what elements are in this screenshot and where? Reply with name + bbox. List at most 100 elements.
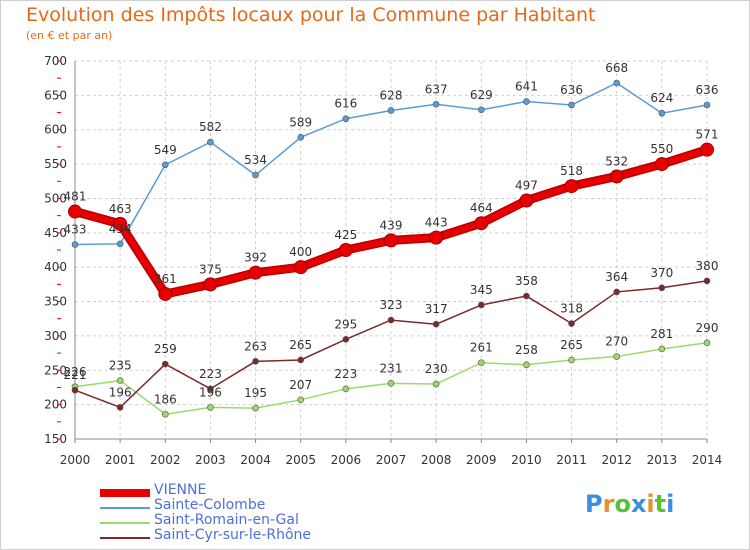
logo-letter: i <box>666 490 675 518</box>
logo-letter: i <box>646 490 655 518</box>
data-label: 433 <box>64 223 87 237</box>
data-label: 230 <box>425 362 448 376</box>
x-tick-label: 2014 <box>692 453 723 467</box>
x-tick-label: 2002 <box>150 453 181 467</box>
data-point <box>71 241 79 248</box>
data-point <box>523 292 530 300</box>
data-label: 464 <box>470 201 493 215</box>
data-point <box>161 360 169 368</box>
x-tick-label: 2011 <box>556 453 587 467</box>
x-tick-label: 2007 <box>376 453 407 467</box>
y-tick-label: 200 <box>44 398 67 412</box>
data-point <box>207 385 214 393</box>
data-label: 532 <box>605 154 628 168</box>
data-label: 624 <box>650 91 673 105</box>
data-point <box>116 377 124 384</box>
data-label: 636 <box>696 83 719 97</box>
data-label: 318 <box>560 302 583 316</box>
data-point <box>252 404 259 412</box>
data-label: 497 <box>515 179 538 193</box>
data-point <box>703 339 711 347</box>
data-label: 186 <box>154 392 177 406</box>
data-label: 616 <box>334 97 357 111</box>
data-label: 196 <box>199 385 222 399</box>
data-label: 534 <box>244 153 267 167</box>
data-point <box>113 216 128 231</box>
data-point <box>342 385 350 393</box>
y-tick-label: 450 <box>44 226 67 240</box>
logo-letter: P <box>585 490 603 518</box>
logo-letter: r <box>602 490 615 518</box>
data-label: 641 <box>515 80 538 94</box>
data-label: 380 <box>696 259 719 273</box>
x-tick-label: 2004 <box>240 453 271 467</box>
x-tick-label: 2008 <box>421 453 452 467</box>
data-point <box>432 320 440 328</box>
data-point <box>207 404 214 411</box>
data-point <box>342 115 350 123</box>
legend-label: Saint-Cyr-sur-le-Rhône <box>154 527 312 543</box>
x-tick-label: 2009 <box>466 453 497 467</box>
x-tick-label: 2012 <box>601 453 632 467</box>
y-tick-label: 700 <box>44 54 67 68</box>
data-point <box>564 179 579 194</box>
data-point <box>384 233 398 248</box>
x-tick-label: 2013 <box>647 453 678 467</box>
data-label: 261 <box>470 341 493 355</box>
data-label: 375 <box>199 262 222 276</box>
data-point <box>613 353 621 360</box>
data-label: 258 <box>515 343 538 357</box>
data-point <box>477 359 485 367</box>
data-label: 223 <box>199 367 222 381</box>
legend-swatch <box>100 537 150 539</box>
data-label: 317 <box>425 302 448 316</box>
proxiti-logo: Proxiti <box>585 490 674 518</box>
data-point <box>703 277 711 285</box>
data-point <box>207 138 214 146</box>
data-point <box>116 404 124 411</box>
data-point <box>116 240 124 248</box>
data-label: 231 <box>380 361 403 375</box>
y-tick-label: 650 <box>44 88 67 102</box>
data-label: 223 <box>334 367 357 381</box>
data-label: 392 <box>244 251 267 265</box>
data-label: 345 <box>470 283 493 297</box>
data-point <box>658 284 666 292</box>
data-point <box>161 410 169 418</box>
legend-swatch <box>100 489 150 497</box>
data-label: 434 <box>109 222 132 236</box>
data-point <box>654 157 669 172</box>
line-chart: 150 200 250 300 350 400 450 500 550 600 650 700 2000… <box>44 54 723 467</box>
data-label: 425 <box>334 228 357 242</box>
data-label: 263 <box>244 339 267 353</box>
data-point <box>703 101 711 109</box>
data-point <box>658 109 666 117</box>
chart-subtitle: (en € et par an) <box>26 29 113 42</box>
data-point <box>342 336 350 343</box>
data-point <box>68 204 82 219</box>
x-tick-label: 2003 <box>195 453 226 467</box>
data-point <box>297 133 305 141</box>
data-label: 226 <box>64 365 87 379</box>
logo-letter: x <box>630 490 647 518</box>
y-tick-label: 300 <box>44 329 67 343</box>
data-label: 281 <box>650 327 673 341</box>
legend-label: Saint-Romain-en-Gal <box>154 512 299 528</box>
x-tick-label: 2005 <box>285 453 316 467</box>
data-label: 290 <box>696 321 719 335</box>
data-label: 270 <box>605 335 628 349</box>
data-label: 259 <box>154 342 177 356</box>
data-label: 364 <box>605 270 628 284</box>
data-label: 518 <box>560 164 583 178</box>
data-label: 400 <box>289 245 312 259</box>
data-label: 323 <box>380 298 403 312</box>
data-label: 582 <box>199 120 222 134</box>
legend-label: Sainte-Colombe <box>154 497 266 513</box>
data-point <box>474 216 489 231</box>
x-tick-label: 2010 <box>511 453 542 467</box>
data-point <box>71 386 79 394</box>
data-point <box>523 98 530 105</box>
data-label: 207 <box>289 378 312 392</box>
data-label: 265 <box>560 338 583 352</box>
data-label: 221 <box>64 368 87 382</box>
